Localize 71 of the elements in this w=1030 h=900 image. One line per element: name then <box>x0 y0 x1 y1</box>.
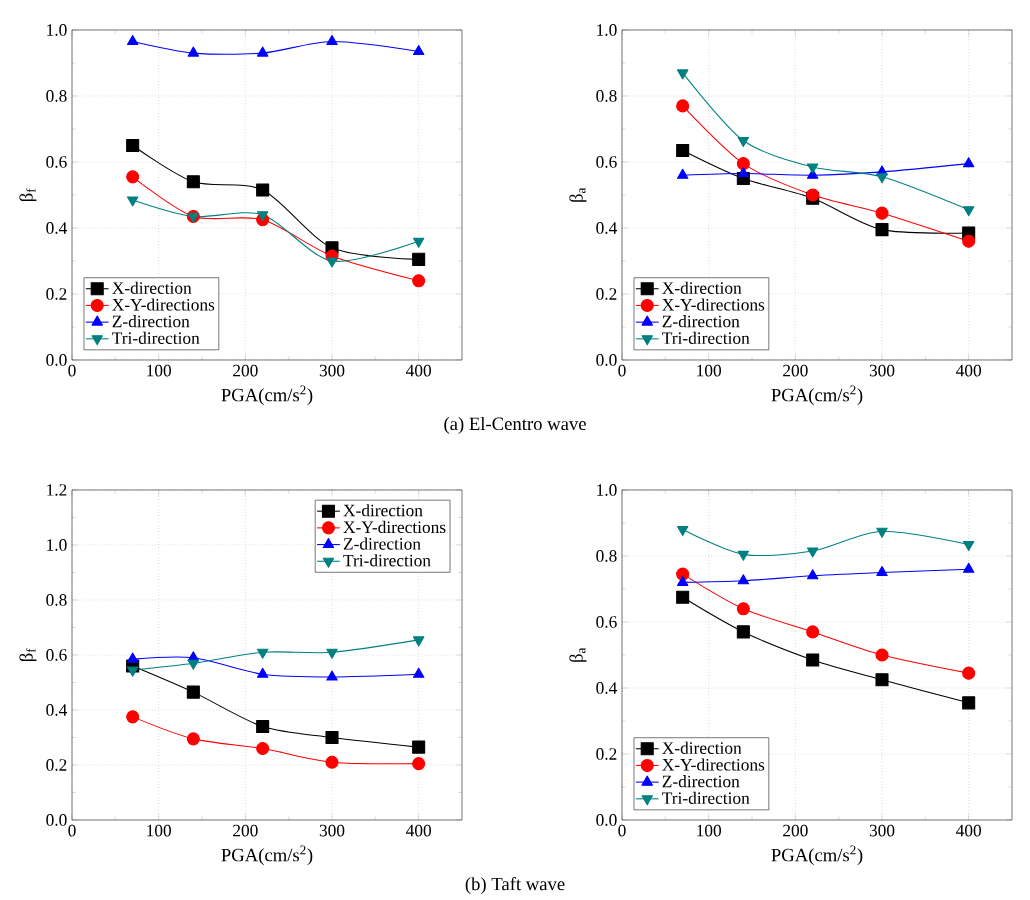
y-tick-label: 1.0 <box>47 24 67 36</box>
y-tick-label: 0.4 <box>596 222 618 234</box>
y-tick-label: 0.2 <box>46 759 67 771</box>
y-tick-label: 1.0 <box>597 24 617 36</box>
x-tick-label: 300 <box>869 364 895 377</box>
x-tick-label: 200 <box>233 824 258 837</box>
x-axis-title: PGA(cm/s$^{2}$) <box>771 845 863 866</box>
y-axis-title: β$_{a}$ <box>569 647 587 662</box>
legend-label: Tri-direction <box>343 554 431 567</box>
y-tick-label: 0.6 <box>46 156 67 168</box>
legend-label: Z-direction <box>662 775 740 788</box>
y-tick-label: 0.8 <box>46 90 67 102</box>
y-tick-label: 0.6 <box>596 616 617 628</box>
y-tick-label: 0.4 <box>46 704 68 716</box>
x-axis-title: PGA(cm/s$^{2}$) <box>771 385 863 406</box>
x-tick-label: 400 <box>406 364 432 377</box>
y-axis-title: β$_{a}$ <box>569 187 587 202</box>
x-tick-label: 400 <box>406 824 432 837</box>
legend-label: X-direction <box>112 281 192 294</box>
legend-label: Tri-direction <box>662 791 750 804</box>
y-tick-label: 0.4 <box>596 682 618 694</box>
y-tick-label: 0.0 <box>596 814 617 826</box>
legend-label: Z-direction <box>343 537 421 550</box>
legend-label: Tri-direction <box>662 331 750 344</box>
x-tick-label: 400 <box>956 824 982 837</box>
legend-label: X-Y-directions <box>112 298 215 311</box>
legend-label: Tri-direction <box>112 331 200 344</box>
x-tick-label: 0 <box>618 824 626 837</box>
y-tick-label: 0.8 <box>46 594 67 606</box>
legend-label: Z-direction <box>662 315 740 328</box>
x-tick-label: 100 <box>147 364 172 377</box>
y-tick-label: 0.2 <box>596 288 617 300</box>
x-tick-label: 300 <box>869 824 895 837</box>
x-tick-label: 100 <box>147 824 172 837</box>
y-tick-label: 1.0 <box>597 484 617 496</box>
y-tick-label: 0.8 <box>596 550 617 562</box>
y-axis-title: β$_{f}$ <box>19 648 37 662</box>
y-tick-label: 0.2 <box>46 288 67 300</box>
y-tick-label: 0.8 <box>596 90 617 102</box>
legend-label: X-direction <box>343 504 423 517</box>
x-tick-label: 200 <box>233 364 258 377</box>
y-tick-label: 0.4 <box>46 222 68 234</box>
legend-label: X-direction <box>662 741 742 754</box>
text: (b) Taft wave <box>465 876 565 895</box>
y-tick-label: 0.6 <box>596 156 617 168</box>
x-tick-label: 400 <box>956 364 982 377</box>
y-tick-label: 0.0 <box>46 354 67 366</box>
y-tick-label: 1.0 <box>47 539 67 551</box>
y-tick-label: 0.0 <box>596 354 617 366</box>
y-tick-label: 1.2 <box>47 484 67 496</box>
y-tick-label: 0.2 <box>596 748 617 760</box>
x-tick-label: 0 <box>68 364 76 377</box>
x-axis-title: PGA(cm/s$^{2}$) <box>221 385 313 406</box>
y-tick-label: 0.0 <box>46 814 67 826</box>
legend-label: X-Y-directions <box>662 298 765 311</box>
x-tick-label: 100 <box>697 364 722 377</box>
legend-label: Z-direction <box>112 315 190 328</box>
legend-label: X-Y-directions <box>662 758 765 771</box>
y-axis-title: β$_{f}$ <box>19 188 37 202</box>
x-tick-label: 100 <box>697 824 722 837</box>
y-tick-label: 0.6 <box>46 649 67 661</box>
legend-label: X-Y-directions <box>343 520 446 534</box>
x-tick-label: 0 <box>618 364 626 377</box>
x-tick-label: 300 <box>319 364 345 377</box>
x-axis-title: PGA(cm/s$^{2}$) <box>221 845 313 866</box>
x-tick-label: 300 <box>319 824 345 837</box>
x-tick-label: 200 <box>783 824 808 837</box>
x-tick-label: 200 <box>783 364 808 377</box>
text: (a) El-Centro wave <box>444 416 586 434</box>
x-tick-label: 0 <box>68 824 76 837</box>
legend-label: X-direction <box>662 281 742 294</box>
